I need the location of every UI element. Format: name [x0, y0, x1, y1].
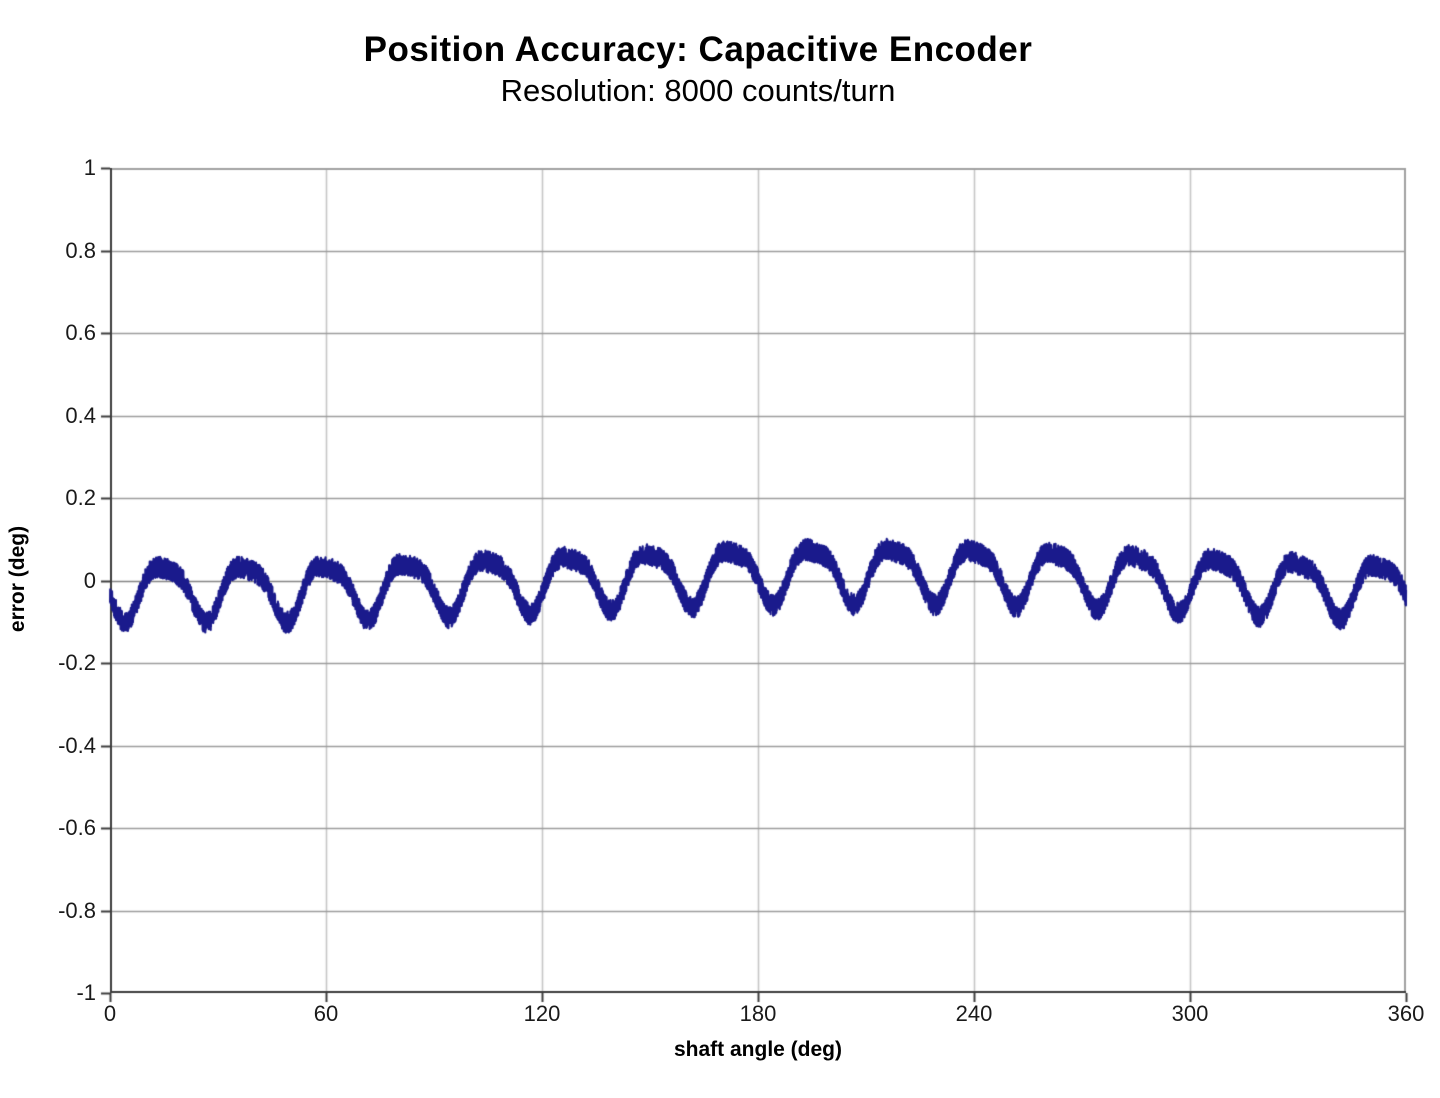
x-tick-label: 0	[103, 1001, 117, 1026]
chart-title: Position Accuracy: Capacitive Encoder	[363, 30, 1033, 69]
y-tick-label: 0.4	[65, 402, 96, 428]
y-tick-label: -0.4	[58, 732, 96, 758]
x-tick-label: 360	[1387, 1001, 1425, 1026]
x-tick-label: 180	[739, 1001, 777, 1026]
x-tick-label: 120	[523, 1001, 561, 1026]
y-tick-label: 1	[83, 155, 96, 180]
y-tick-label: -0.2	[58, 650, 96, 675]
chart-subtitle: Resolution: 8000 counts/turn	[500, 72, 896, 108]
y-tick-label: -0.6	[58, 815, 96, 840]
y-tick-label: 0.2	[65, 485, 96, 510]
x-axis-title: shaft angle (deg)	[673, 1038, 842, 1061]
y-tick-label: -1	[76, 980, 96, 1005]
y-tick-label: -0.8	[58, 897, 96, 923]
x-tick-label: 60	[313, 1001, 339, 1026]
y-tick-label: 0.6	[65, 320, 96, 345]
x-tick-label: 240	[955, 1001, 993, 1026]
x-tick-label: 300	[1171, 1001, 1209, 1026]
title-block: Position Accuracy: Capacitive Encoder Re…	[0, 28, 1396, 111]
y-tick-label: 0	[83, 567, 96, 593]
y-tick-label: 0.8	[65, 237, 96, 263]
